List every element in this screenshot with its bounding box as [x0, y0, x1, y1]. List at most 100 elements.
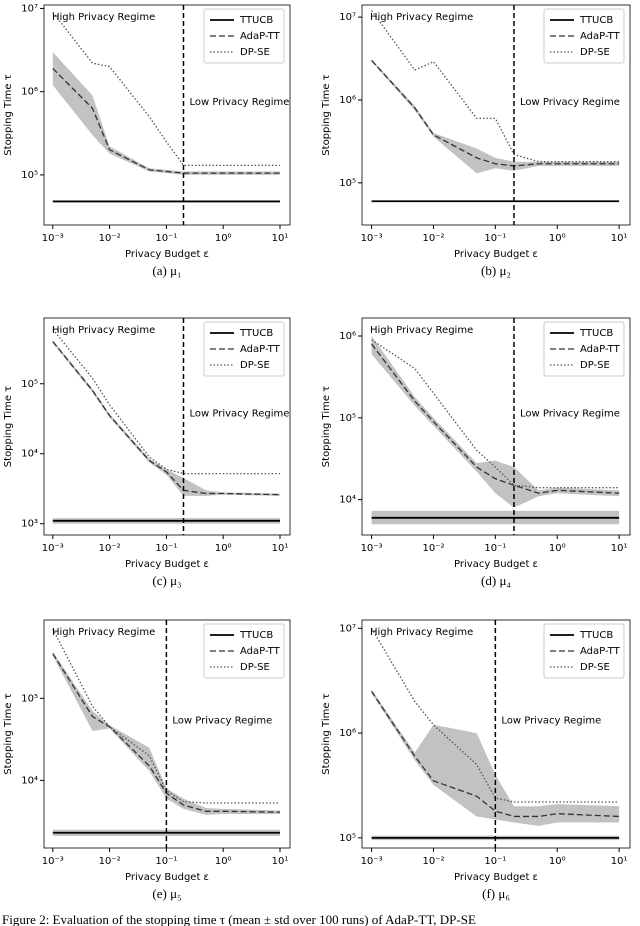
legend-box [543, 321, 625, 377]
legend-label: DP-SE [240, 47, 270, 58]
legend-label: DP-SE [580, 360, 610, 371]
annotation: High Privacy Regime [370, 325, 473, 336]
x-tick-label: 10¹ [611, 543, 628, 554]
y-tick-label: 10⁵ [339, 178, 356, 189]
x-axis-label: Privacy Budget ε [454, 559, 538, 570]
y-tick-label: 10⁵ [21, 379, 38, 390]
x-tick-label: 10¹ [272, 856, 289, 867]
legend-label: TTUCB [579, 328, 613, 339]
panel-caption: (a) μ₁ [152, 263, 181, 278]
annotation: High Privacy Regime [370, 627, 473, 638]
plot-area [371, 10, 620, 203]
legend-box [543, 8, 625, 64]
series-line [371, 10, 620, 163]
axes-frame [43, 619, 291, 849]
plot-area [371, 336, 620, 525]
x-tick-label: 10⁻² [422, 233, 444, 244]
annotation: Low Privacy Regime [189, 408, 289, 419]
legend-label: AdaP-TT [240, 344, 281, 355]
series-line [371, 627, 620, 803]
y-tick-label: 10⁷ [339, 623, 356, 634]
legend-box [203, 623, 285, 679]
legend-box [203, 8, 285, 64]
y-axis-label: Stopping Time τ [3, 74, 14, 155]
series-line [371, 339, 620, 489]
legend-label: TTUCB [579, 15, 613, 26]
axes-frame [361, 619, 631, 849]
y-tick-label: 10⁵ [339, 413, 356, 424]
panel-caption: (f) μ₆ [482, 886, 510, 901]
panel: 10⁻³ 10⁻² 10⁻¹ 10⁰ 10¹ 10⁴ 10⁵ 10⁶ Privacy Budge… [321, 317, 631, 588]
annotation: Low Privacy Regime [172, 715, 272, 726]
panel: 10⁻³ 10⁻² 10⁻¹ 10⁰ 10¹ 10³ 10⁴ 10⁵ Privacy Budge… [3, 317, 291, 588]
std-band [371, 59, 620, 174]
std-band [52, 51, 280, 175]
x-tick-label: 10⁻¹ [484, 543, 506, 554]
annotation: Low Privacy Regime [501, 715, 601, 726]
std-band [371, 336, 620, 508]
y-tick-label: 10⁷ [21, 3, 38, 14]
annotation: Low Privacy Regime [520, 408, 620, 419]
x-tick-label: 10⁰ [549, 856, 566, 867]
annotation: High Privacy Regime [52, 627, 155, 638]
panel-caption: (c) μ₃ [152, 573, 181, 588]
y-tick-label: 10³ [21, 519, 38, 530]
x-tick-label: 10⁻¹ [155, 233, 177, 244]
legend-label: TTUCB [579, 630, 613, 641]
x-tick-label: 10⁻² [422, 543, 444, 554]
plot-area [52, 11, 280, 203]
y-axis-label: Stopping Time τ [3, 386, 14, 467]
panel: 10⁻³ 10⁻² 10⁻¹ 10⁰ 10¹ 10⁵ 10⁶ 10⁷ Privacy Budge… [321, 619, 631, 901]
legend-label: DP-SE [240, 662, 270, 673]
x-tick-label: 10¹ [611, 856, 628, 867]
x-tick-label: 10⁻² [99, 856, 121, 867]
x-tick-label: 10⁰ [549, 543, 566, 554]
figure-caption: Figure 2: Evaluation of the stopping tim… [2, 912, 476, 926]
x-tick-label: 10⁰ [215, 233, 232, 244]
annotation: High Privacy Regime [52, 325, 155, 336]
x-tick-label: 10⁻³ [42, 856, 64, 867]
panel: 10⁻³ 10⁻² 10⁻¹ 10⁰ 10¹ 10⁵ 10⁶ 10⁷ Privacy Budge… [321, 4, 631, 278]
series-line [371, 60, 620, 167]
series-line [371, 691, 620, 818]
legend-label: DP-SE [240, 360, 270, 371]
x-tick-label: 10⁻³ [361, 543, 383, 554]
x-axis-label: Privacy Budget ε [125, 249, 209, 260]
annotation: High Privacy Regime [52, 12, 155, 23]
legend-box [203, 321, 285, 377]
x-tick-label: 10⁻¹ [484, 233, 506, 244]
axes-frame [361, 317, 631, 536]
legend-label: AdaP-TT [240, 31, 281, 42]
x-tick-label: 10⁻³ [361, 856, 383, 867]
series-line [371, 343, 620, 494]
panel: 10⁻³ 10⁻² 10⁻¹ 10⁰ 10¹ 10⁵ 10⁶ 10⁷ Privacy Budge… [3, 3, 291, 278]
x-axis-label: Privacy Budget ε [125, 872, 209, 883]
legend-label: TTUCB [239, 630, 273, 641]
y-tick-label: 10⁶ [339, 331, 356, 342]
panel-caption: (e) μ₅ [152, 886, 181, 901]
x-tick-label: 10⁰ [215, 543, 232, 554]
x-tick-label: 10⁰ [215, 856, 232, 867]
x-tick-label: 10⁻² [99, 233, 121, 244]
y-tick-label: 10⁵ [339, 833, 356, 844]
legend-label: DP-SE [580, 662, 610, 673]
y-tick-label: 10⁴ [21, 775, 38, 786]
y-tick-label: 10⁴ [339, 495, 356, 506]
x-tick-label: 10⁻¹ [484, 856, 506, 867]
x-tick-label: 10¹ [272, 233, 289, 244]
legend-label: AdaP-TT [580, 31, 621, 42]
annotation: High Privacy Regime [370, 12, 473, 23]
panel: 10⁻³ 10⁻² 10⁻¹ 10⁰ 10¹ 10⁴ 10⁵ Privacy Budget ε… [3, 619, 291, 901]
x-tick-label: 10⁻² [422, 856, 444, 867]
y-axis-label: Stopping Time τ [321, 386, 332, 467]
x-axis-label: Privacy Budget ε [454, 249, 538, 260]
x-tick-label: 10⁻³ [42, 543, 64, 554]
x-tick-label: 10¹ [611, 233, 628, 244]
axes-frame [361, 4, 631, 226]
y-tick-label: 10⁷ [339, 12, 356, 23]
y-tick-label: 10⁶ [339, 728, 356, 739]
series-line [52, 653, 281, 813]
panel-caption: (b) μ₂ [481, 263, 511, 278]
